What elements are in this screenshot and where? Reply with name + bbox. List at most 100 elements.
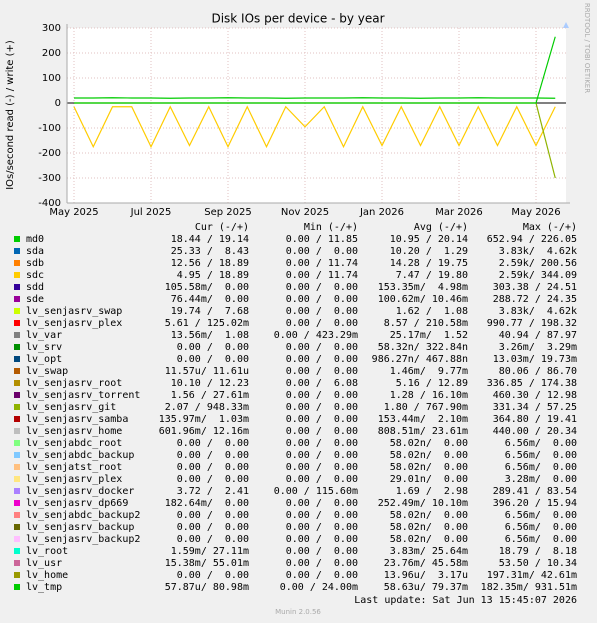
- legend-swatch: [14, 260, 20, 266]
- legend-value: 13.03m/ 19.73m: [493, 354, 577, 365]
- legend-value: 3.72 / 2.41: [177, 486, 249, 497]
- legend-swatch: [14, 272, 20, 278]
- legend-value: 0.00 / 0.00: [286, 282, 358, 293]
- chart-title: Disk IOs per device - by year: [211, 12, 384, 26]
- legend-label: lv_senjasrv_backup2: [26, 534, 140, 545]
- legend-value: 12.56 / 18.89: [171, 258, 249, 269]
- legend-swatch: [14, 572, 20, 578]
- legend-label: lv_senjasrv_docker: [26, 486, 134, 497]
- legend-value: 3.83m/ 25.64m: [390, 546, 468, 557]
- legend-value: 0.00 / 0.00: [286, 534, 358, 545]
- legend-value: 289.41 / 83.54: [493, 486, 577, 497]
- legend-label: lv_var: [26, 330, 62, 341]
- legend-value: 76.44m/ 0.00: [171, 294, 249, 305]
- legend-label: lv_senjasrv_root: [26, 378, 122, 389]
- legend-swatch: [14, 464, 20, 470]
- legend-value: 153.35m/ 4.98m: [378, 282, 468, 293]
- legend-swatch: [14, 368, 20, 374]
- legend-value: 29.01n/ 0.00: [390, 474, 468, 485]
- legend-swatch: [14, 416, 20, 422]
- legend-value: 0.00 / 0.00: [286, 522, 358, 533]
- legend-label: lv_senjasrv_plex: [26, 474, 122, 485]
- legend-value: 6.56m/ 0.00: [505, 534, 577, 545]
- legend-value: 58.02n/ 0.00: [390, 534, 468, 545]
- legend-value: 58.02n/ 0.00: [390, 438, 468, 449]
- legend-value: 252.49m/ 10.10m: [378, 498, 468, 509]
- legend-value: 3.28m/ 0.00: [505, 474, 577, 485]
- legend-label: sda: [26, 246, 44, 257]
- legend-value: 6.56m/ 0.00: [505, 510, 577, 521]
- y-tick-label: 100: [42, 73, 61, 84]
- legend-value: 14.28 / 19.75: [390, 258, 468, 269]
- y-tick-label: -300: [38, 173, 61, 184]
- legend-value: 0.00 / 0.00: [286, 342, 358, 353]
- legend-swatch: [14, 452, 20, 458]
- legend-value: 0.00 / 0.00: [286, 570, 358, 581]
- legend-label: lv_senjasrv_plex: [26, 318, 122, 329]
- legend-value: 4.95 / 18.89: [177, 270, 249, 281]
- legend-value: 0.00 / 115.60m: [274, 486, 358, 497]
- legend-value: 808.51m/ 23.61m: [378, 426, 468, 437]
- side-text: RRDTOOL / TOBI OETIKER: [583, 3, 591, 93]
- legend-label: lv_senjabdc_backup: [26, 450, 134, 461]
- last-update: Last update: Sat Jun 13 15:45:07 2026: [354, 595, 577, 606]
- legend-label: lv_swap: [26, 366, 68, 377]
- legend-value: 1.28 / 16.10m: [390, 390, 468, 401]
- legend-value: 6.56m/ 0.00: [505, 462, 577, 473]
- legend-value: 1.69 / 2.98: [396, 486, 468, 497]
- legend-value: 18.79 / 8.18: [499, 546, 577, 557]
- legend-value: 10.20 / 1.29: [390, 246, 468, 257]
- legend-value: 0.00 / 0.00: [286, 498, 358, 509]
- legend-swatch: [14, 344, 20, 350]
- legend-value: 6.56m/ 0.00: [505, 450, 577, 461]
- legend-swatch: [14, 440, 20, 446]
- legend-value: 0.00 / 0.00: [177, 438, 249, 449]
- legend-value: 23.76m/ 45.58m: [384, 558, 468, 569]
- legend-value: 303.38 / 24.51: [493, 282, 577, 293]
- legend-swatch: [14, 320, 20, 326]
- legend-value: 182.35m/ 931.51m: [481, 582, 577, 593]
- legend-value: 3.26m/ 3.29m: [499, 342, 577, 353]
- legend-header: Cur (-/+): [195, 222, 249, 233]
- y-tick-label: 300: [42, 23, 61, 34]
- legend-label: lv_home: [26, 570, 68, 581]
- x-tick-label: May 2026: [511, 207, 560, 218]
- legend-value: 25.33 / 8.43: [171, 246, 249, 257]
- legend-swatch: [14, 536, 20, 542]
- legend-value: 601.96m/ 12.16m: [159, 426, 249, 437]
- legend-swatch: [14, 248, 20, 254]
- legend-value: 0.00 / 11.74: [286, 258, 358, 269]
- legend-value: 0.00 / 0.00: [286, 462, 358, 473]
- legend-value: 460.30 / 12.98: [493, 390, 577, 401]
- legend-swatch: [14, 488, 20, 494]
- legend-value: 0.00 / 0.00: [177, 450, 249, 461]
- legend-value: 0.00 / 0.00: [286, 510, 358, 521]
- legend-value: 0.00 / 0.00: [286, 246, 358, 257]
- legend-value: 0.00 / 0.00: [286, 450, 358, 461]
- legend-value: 0.00 / 0.00: [177, 342, 249, 353]
- legend-value: 18.44 / 19.14: [171, 234, 249, 245]
- legend-swatch: [14, 476, 20, 482]
- legend-value: 6.56m/ 0.00: [505, 522, 577, 533]
- legend-value: 80.06 / 86.70: [499, 366, 577, 377]
- legend-swatch: [14, 428, 20, 434]
- legend-value: 0.00 / 11.74: [286, 270, 358, 281]
- legend-swatch: [14, 560, 20, 566]
- legend-value: 0.00 / 0.00: [286, 558, 358, 569]
- legend-value: 53.50 / 10.34: [499, 558, 577, 569]
- legend-value: 0.00 / 0.00: [286, 294, 358, 305]
- legend-value: 0.00 / 0.00: [177, 474, 249, 485]
- x-tick-label: Jan 2026: [359, 207, 404, 218]
- legend-value: 10.10 / 12.23: [171, 378, 249, 389]
- legend-swatch: [14, 356, 20, 362]
- legend-label: lv_senjabdc_root: [26, 438, 122, 449]
- legend-label: lv_tmp: [26, 582, 62, 593]
- legend-swatch: [14, 380, 20, 386]
- legend-value: 0.00 / 0.00: [286, 438, 358, 449]
- legend-value: 0.00 / 0.00: [286, 402, 358, 413]
- legend-swatch: [14, 524, 20, 530]
- series-line: [74, 36, 556, 104]
- legend-swatch: [14, 512, 20, 518]
- legend-value: 0.00 / 6.08: [286, 378, 358, 389]
- x-tick-label: Jul 2025: [130, 207, 172, 218]
